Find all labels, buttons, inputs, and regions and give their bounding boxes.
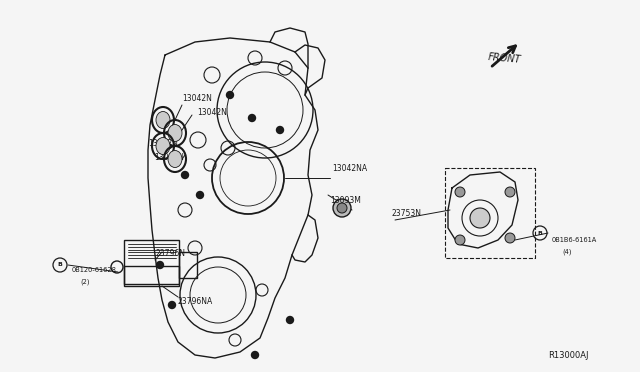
Circle shape	[252, 352, 259, 359]
Circle shape	[333, 199, 351, 217]
Circle shape	[287, 317, 294, 324]
Bar	[124, 240, 179, 284]
Text: (4): (4)	[562, 249, 572, 255]
Circle shape	[455, 235, 465, 245]
Circle shape	[276, 126, 284, 134]
Text: 23753N: 23753N	[392, 208, 422, 218]
Ellipse shape	[156, 112, 170, 128]
Circle shape	[337, 203, 347, 213]
Text: 0B120-61628: 0B120-61628	[72, 267, 117, 273]
Bar	[445, 168, 535, 258]
Circle shape	[455, 187, 465, 197]
Circle shape	[157, 262, 163, 269]
Ellipse shape	[168, 125, 182, 141]
Text: 13093M: 13093M	[330, 196, 361, 205]
Text: 13042N: 13042N	[182, 93, 212, 103]
Circle shape	[248, 115, 255, 122]
Text: 13042N: 13042N	[154, 153, 184, 161]
Bar	[179, 252, 197, 278]
Text: FRONT: FRONT	[488, 52, 522, 64]
Circle shape	[182, 171, 189, 179]
Circle shape	[227, 92, 234, 99]
Text: B: B	[58, 263, 63, 267]
Circle shape	[470, 208, 490, 228]
Text: (2): (2)	[80, 279, 90, 285]
Circle shape	[168, 301, 175, 308]
Text: B: B	[538, 231, 543, 235]
Circle shape	[505, 233, 515, 243]
Circle shape	[196, 192, 204, 199]
Text: 13042N: 13042N	[148, 138, 178, 148]
Text: R13000AJ: R13000AJ	[548, 350, 589, 359]
Text: 23796NA: 23796NA	[178, 298, 213, 307]
Bar	[124, 266, 179, 286]
Text: 13042N: 13042N	[197, 108, 227, 116]
Ellipse shape	[168, 151, 182, 167]
Text: 23796N: 23796N	[155, 248, 185, 257]
Text: 13042NA: 13042NA	[332, 164, 367, 173]
Ellipse shape	[156, 138, 170, 154]
Text: 0B1B6-6161A: 0B1B6-6161A	[552, 237, 597, 243]
Circle shape	[505, 187, 515, 197]
